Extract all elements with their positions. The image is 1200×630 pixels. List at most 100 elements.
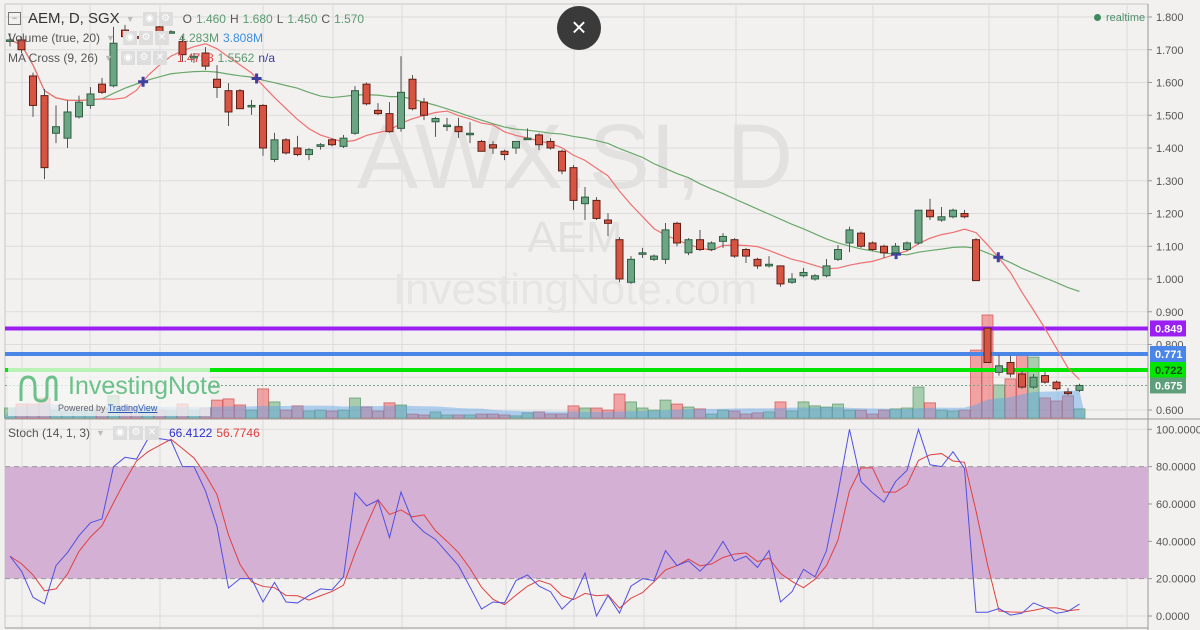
close-icon[interactable]: ✕	[154, 31, 169, 45]
candle-body	[385, 113, 394, 133]
candle	[627, 256, 635, 284]
axes[interactable]: 1.800 1.700 1.600 1.500 1.400 1.300 1.200 1.100…	[1148, 12, 1200, 623]
candle-body	[224, 90, 233, 113]
chevron-down-icon[interactable]: ▼	[106, 33, 115, 43]
candle-body	[6, 39, 14, 42]
candle	[397, 56, 405, 132]
stoch-k-value: 66.4122	[168, 426, 213, 440]
eye-icon[interactable]: ◉	[142, 11, 157, 26]
close-icon[interactable]: ✕	[152, 51, 167, 65]
candle-body	[926, 209, 934, 218]
candle-body	[788, 278, 796, 283]
symbol-title[interactable]: AEM, D, SGX	[28, 10, 120, 27]
status-dot-icon	[1094, 14, 1101, 21]
candle-body	[259, 104, 267, 149]
tradingview-link[interactable]: TradingView	[107, 403, 158, 413]
eye-icon[interactable]: ◉	[122, 31, 137, 45]
price-level-label-bg[interactable]	[1150, 362, 1186, 379]
investingnote-logo[interactable]: InvestingNote Powered by TradingView	[8, 368, 221, 416]
volume-title[interactable]: Volume (true, 20)	[8, 31, 101, 45]
price-level-label[interactable]: 0.722	[1155, 365, 1183, 377]
price-tick-label: 1.300	[1156, 176, 1184, 188]
candle	[558, 149, 566, 175]
price-level-label-bg[interactable]	[1150, 345, 1186, 362]
overbought-oversold-band	[5, 466, 1148, 579]
candle	[903, 241, 911, 252]
candle	[385, 102, 394, 133]
candle	[282, 138, 290, 155]
candle-body	[753, 258, 762, 267]
candle	[638, 247, 647, 259]
candle	[86, 87, 95, 109]
eye-icon[interactable]: ◉	[112, 426, 127, 440]
stoch-k-line	[9, 427, 1080, 618]
candle-body	[983, 327, 992, 364]
candle-body	[523, 137, 532, 141]
candle	[408, 74, 417, 111]
close-icon[interactable]: ✕	[144, 426, 159, 440]
close-button[interactable]: ×	[557, 6, 601, 50]
candle	[949, 208, 957, 219]
gear-icon[interactable]: ⚙	[158, 11, 173, 26]
moving-averages	[9, 39, 1080, 381]
candle	[328, 138, 336, 147]
candle-body	[489, 144, 497, 149]
price-level-label-bg[interactable]	[1150, 320, 1186, 337]
stoch-title[interactable]: Stoch (14, 1, 3)	[8, 426, 91, 440]
eye-icon[interactable]: ◉	[120, 51, 135, 65]
candle	[799, 267, 808, 278]
stoch-d-value: 56.7746	[216, 426, 260, 440]
candle	[109, 26, 118, 88]
stoch-tick-label: 80.0000	[1156, 462, 1196, 474]
price-tick-label: 1.000	[1156, 274, 1184, 286]
candle	[684, 238, 693, 256]
chevron-down-icon[interactable]: ▼	[125, 13, 135, 24]
candle-body	[914, 209, 923, 244]
candle-body	[75, 101, 83, 118]
gear-icon[interactable]: ⚙	[138, 31, 153, 45]
open-label: O	[182, 11, 192, 26]
candle	[960, 209, 969, 219]
candle	[351, 86, 359, 135]
candle-body	[512, 140, 520, 149]
candle	[581, 186, 589, 221]
candle-body	[868, 242, 877, 251]
price-level-label[interactable]: 0.849	[1155, 323, 1183, 335]
candle	[995, 354, 1003, 376]
ma-slow-value: 1.5562	[217, 51, 255, 65]
close-value: 1.570	[334, 11, 365, 26]
price-tick-label: 1.100	[1156, 241, 1184, 253]
menu-icon[interactable]: −	[8, 12, 21, 25]
chevron-down-icon[interactable]: ▼	[96, 428, 105, 438]
candle-body	[1064, 391, 1072, 395]
candle-body	[949, 209, 957, 218]
low-value: 1.450	[287, 11, 318, 26]
ma-cross-title[interactable]: MA Cross (9, 26)	[8, 51, 99, 65]
candle	[822, 259, 831, 278]
candle	[719, 233, 727, 248]
candle	[454, 117, 463, 138]
candle-body	[822, 265, 831, 277]
candle-body	[40, 95, 49, 169]
price-level-label[interactable]: 0.771	[1155, 349, 1183, 361]
candle-body	[408, 78, 417, 110]
volume-ma-area	[4, 390, 1086, 418]
candle-body	[558, 150, 566, 172]
ma-fast-line	[9, 39, 1080, 381]
candle-body	[535, 134, 543, 146]
candle	[339, 134, 348, 148]
gear-icon[interactable]: ⚙	[128, 426, 143, 440]
candle-body	[569, 167, 578, 201]
candle-body	[339, 137, 348, 147]
candle	[788, 273, 796, 284]
gear-icon[interactable]: ⚙	[136, 51, 151, 65]
price-level-label-bg[interactable]	[1150, 377, 1186, 394]
stoch-tick-label: 20.0000	[1156, 574, 1196, 586]
price-level-label[interactable]: 0.675	[1155, 380, 1183, 392]
candle	[305, 148, 313, 161]
low-label: L	[276, 11, 284, 26]
chevron-down-icon[interactable]: ▼	[104, 53, 113, 63]
candle-body	[351, 90, 359, 134]
candle-body	[1029, 376, 1038, 388]
